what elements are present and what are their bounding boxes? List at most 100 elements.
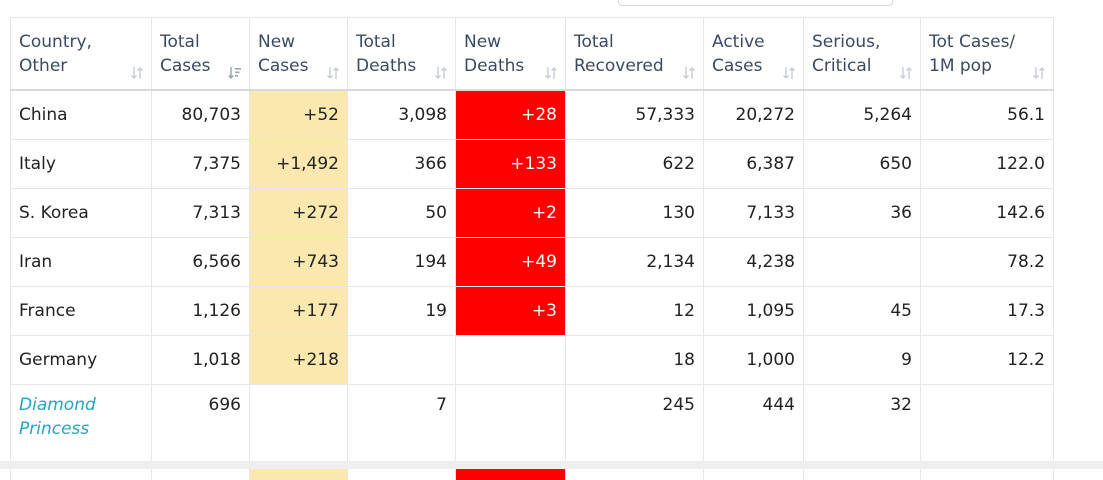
new-cases-cell: +272	[250, 189, 348, 238]
total-cases-cell: 1,126	[152, 287, 250, 336]
header-country[interactable]: Country, Other	[11, 18, 152, 91]
table-row: Diamond Princess 696 7 245 444 32	[11, 385, 1054, 466]
sort-arrows-icon[interactable]	[682, 63, 696, 77]
header-tot-cases-1m-line2: 1M pop	[929, 54, 1045, 78]
new-deaths-cell	[456, 385, 566, 466]
tot-cases-1m-cell	[921, 385, 1054, 466]
total-recovered-cell: 130	[566, 189, 704, 238]
header-serious-critical[interactable]: Serious, Critical	[804, 18, 921, 91]
table-row: Iran 6,566 +743 194 +49 2,134 4,238 78.2	[11, 238, 1054, 287]
total-deaths-cell: 194	[348, 238, 456, 287]
total-deaths-cell: 366	[348, 140, 456, 189]
tot-cases-1m-cell: 122.0	[921, 140, 1054, 189]
total-deaths-cell	[348, 336, 456, 385]
new-cases-cell: +177	[250, 287, 348, 336]
new-deaths-cell: +3	[456, 287, 566, 336]
total-deaths-cell: 19	[348, 287, 456, 336]
horizontal-scrollbar-track[interactable]	[0, 461, 1103, 469]
total-recovered-cell: 2,134	[566, 238, 704, 287]
total-cases-cell: 1,018	[152, 336, 250, 385]
cases-table: Country, Other Total Cases New Cases Tot…	[10, 17, 1054, 480]
total-recovered-cell: 12	[566, 287, 704, 336]
table-row: Germany 1,018 +218 18 1,000 9 12.2	[11, 336, 1054, 385]
header-new-deaths-line1: New	[464, 30, 557, 54]
header-serious-critical-line2: Critical	[812, 54, 912, 78]
serious-critical-cell: 650	[804, 140, 921, 189]
table-row: S. Korea 7,313 +272 50 +2 130 7,133 36 1…	[11, 189, 1054, 238]
total-cases-cell: 6,566	[152, 238, 250, 287]
total-deaths-cell: 50	[348, 189, 456, 238]
sort-desc-active-icon[interactable]	[228, 63, 242, 77]
serious-critical-cell: 5,264	[804, 90, 921, 140]
header-total-recovered-line1: Total	[574, 30, 695, 54]
header-country-line2: Other	[19, 54, 143, 78]
country-link-line2: Princess	[19, 419, 89, 439]
tot-cases-1m-cell: 56.1	[921, 90, 1054, 140]
active-cases-cell: 6,387	[704, 140, 804, 189]
sort-arrows-icon[interactable]	[782, 63, 796, 77]
sort-arrows-icon[interactable]	[899, 63, 913, 77]
country-cell: France	[11, 287, 152, 336]
country-cell[interactable]: Diamond Princess	[11, 385, 152, 466]
search-box-edge	[618, 0, 893, 6]
total-recovered-cell: 18	[566, 336, 704, 385]
header-serious-critical-line1: Serious,	[812, 30, 912, 54]
total-cases-cell: 696	[152, 385, 250, 466]
tot-cases-1m-cell: 78.2	[921, 238, 1054, 287]
serious-critical-cell: 36	[804, 189, 921, 238]
active-cases-cell: 7,133	[704, 189, 804, 238]
country-cell: Iran	[11, 238, 152, 287]
table-row: France 1,126 +177 19 +3 12 1,095 45 17.3	[11, 287, 1054, 336]
header-active-cases-line1: Active	[712, 30, 795, 54]
cases-table-container: Country, Other Total Cases New Cases Tot…	[10, 17, 1053, 480]
header-total-recovered[interactable]: Total Recovered	[566, 18, 704, 91]
header-total-deaths-line1: Total	[356, 30, 447, 54]
country-link[interactable]: Diamond Princess	[19, 395, 96, 439]
new-cases-cell: +1,492	[250, 140, 348, 189]
tot-cases-1m-cell: 12.2	[921, 336, 1054, 385]
country-cell: China	[11, 90, 152, 140]
country-cell: S. Korea	[11, 189, 152, 238]
new-cases-cell: +743	[250, 238, 348, 287]
total-recovered-cell: 57,333	[566, 90, 704, 140]
sort-arrows-icon[interactable]	[544, 63, 558, 77]
active-cases-cell: 20,272	[704, 90, 804, 140]
total-recovered-cell: 622	[566, 140, 704, 189]
serious-critical-cell: 45	[804, 287, 921, 336]
header-total-cases[interactable]: Total Cases	[152, 18, 250, 91]
total-cases-cell: 7,313	[152, 189, 250, 238]
header-total-cases-line1: Total	[160, 30, 241, 54]
tot-cases-1m-cell: 142.6	[921, 189, 1054, 238]
header-tot-cases-1m[interactable]: Tot Cases/ 1M pop	[921, 18, 1054, 91]
header-new-cases[interactable]: New Cases	[250, 18, 348, 91]
new-deaths-cell	[456, 336, 566, 385]
active-cases-cell: 4,238	[704, 238, 804, 287]
sort-arrows-icon[interactable]	[130, 63, 144, 77]
header-active-cases[interactable]: Active Cases	[704, 18, 804, 91]
serious-critical-cell	[804, 238, 921, 287]
table-row: Italy 7,375 +1,492 366 +133 622 6,387 65…	[11, 140, 1054, 189]
active-cases-cell: 1,000	[704, 336, 804, 385]
active-cases-cell: 444	[704, 385, 804, 466]
sort-arrows-icon[interactable]	[1032, 63, 1046, 77]
new-cases-cell: +218	[250, 336, 348, 385]
tot-cases-1m-cell: 17.3	[921, 287, 1054, 336]
country-link-line1: Diamond	[19, 395, 96, 415]
header-total-recovered-line2: Recovered	[574, 54, 695, 78]
total-cases-cell: 80,703	[152, 90, 250, 140]
serious-critical-cell: 32	[804, 385, 921, 466]
total-cases-cell: 7,375	[152, 140, 250, 189]
table-body: China 80,703 +52 3,098 +28 57,333 20,272…	[11, 90, 1054, 480]
new-deaths-cell: +28	[456, 90, 566, 140]
country-cell: Germany	[11, 336, 152, 385]
header-row: Country, Other Total Cases New Cases Tot…	[11, 18, 1054, 91]
active-cases-cell: 1,095	[704, 287, 804, 336]
new-deaths-cell: +49	[456, 238, 566, 287]
serious-critical-cell: 9	[804, 336, 921, 385]
sort-arrows-icon[interactable]	[434, 63, 448, 77]
total-deaths-cell: 7	[348, 385, 456, 466]
header-total-deaths[interactable]: Total Deaths	[348, 18, 456, 91]
total-recovered-cell: 245	[566, 385, 704, 466]
sort-arrows-icon[interactable]	[326, 63, 340, 77]
header-new-deaths[interactable]: New Deaths	[456, 18, 566, 91]
